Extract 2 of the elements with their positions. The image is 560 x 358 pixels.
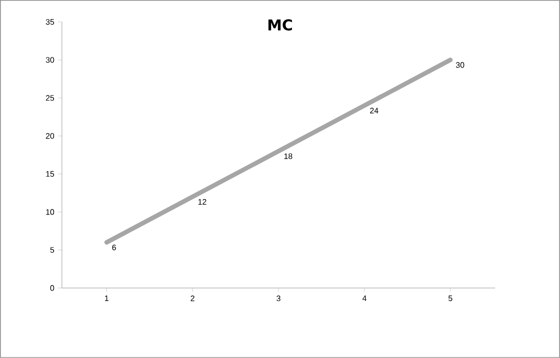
chart-title: MC bbox=[268, 19, 292, 31]
line-series bbox=[104, 58, 453, 245]
